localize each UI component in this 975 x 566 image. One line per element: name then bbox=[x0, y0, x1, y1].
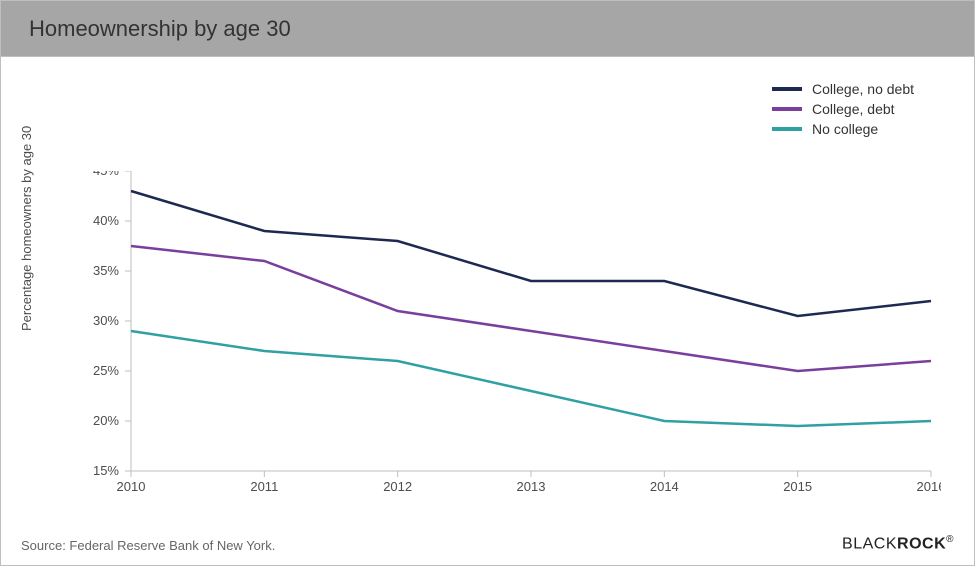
brand-part1: B bbox=[842, 535, 853, 552]
series-line bbox=[131, 246, 931, 371]
footer: Source: Federal Reserve Bank of New York… bbox=[21, 534, 954, 553]
y-tick-label: 40% bbox=[93, 213, 119, 228]
x-tick-label: 2010 bbox=[117, 479, 146, 491]
brand-part3: R bbox=[897, 535, 909, 552]
brand-part2: LACK bbox=[853, 535, 897, 552]
series-line bbox=[131, 331, 931, 426]
series-line bbox=[131, 191, 931, 316]
y-tick-label: 45% bbox=[93, 171, 119, 178]
source-text: Source: Federal Reserve Bank of New York… bbox=[21, 538, 275, 553]
y-tick-label: 20% bbox=[93, 413, 119, 428]
y-tick-label: 25% bbox=[93, 363, 119, 378]
legend-swatch bbox=[772, 127, 802, 131]
brand-part4: OCK bbox=[909, 535, 946, 552]
legend-swatch bbox=[772, 87, 802, 91]
x-tick-label: 2015 bbox=[783, 479, 812, 491]
x-tick-label: 2013 bbox=[517, 479, 546, 491]
x-tick-label: 2014 bbox=[650, 479, 679, 491]
legend-item: College, debt bbox=[772, 101, 914, 117]
chart-title: Homeownership by age 30 bbox=[29, 16, 291, 42]
x-tick-label: 2016 bbox=[917, 479, 941, 491]
y-tick-label: 35% bbox=[93, 263, 119, 278]
brand-logo: BLACKROCK® bbox=[842, 534, 954, 553]
y-tick-label: 30% bbox=[93, 313, 119, 328]
legend-item: No college bbox=[772, 121, 914, 137]
plot-area: 15% 20% 25% 30% 35% 40% 45% 2010 2011 2012 2013 201… bbox=[81, 171, 941, 491]
y-axis-title: Percentage homeowners by age 30 bbox=[19, 126, 34, 331]
legend-label: College, debt bbox=[812, 101, 895, 117]
legend: College, no debt College, debt No college bbox=[772, 81, 914, 137]
legend-label: No college bbox=[812, 121, 878, 137]
brand-sub: ® bbox=[946, 534, 954, 545]
chart-container: Homeownership by age 30 College, no debt… bbox=[0, 0, 975, 566]
legend-label: College, no debt bbox=[812, 81, 914, 97]
title-bar: Homeownership by age 30 bbox=[1, 1, 974, 57]
line-chart-svg: 15% 20% 25% 30% 35% 40% 45% 2010 2011 2012 2013 201… bbox=[81, 171, 941, 491]
legend-swatch bbox=[772, 107, 802, 111]
x-tick-label: 2011 bbox=[250, 479, 278, 491]
legend-item: College, no debt bbox=[772, 81, 914, 97]
y-tick-label: 15% bbox=[93, 463, 119, 478]
x-tick-label: 2012 bbox=[383, 479, 412, 491]
